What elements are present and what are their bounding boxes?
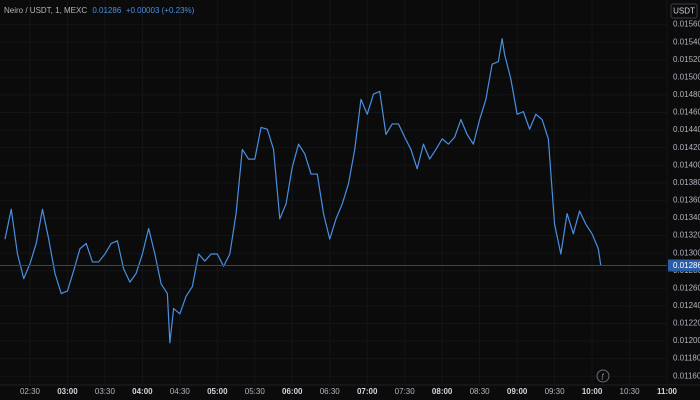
x-tick-label: 04:00 [132, 387, 153, 396]
y-tick-label: 0.01380 [673, 178, 700, 187]
x-tick-label: 09:30 [545, 387, 566, 396]
y-tick-label: 0.01180 [673, 354, 700, 363]
y-tick-label: 0.01220 [673, 319, 700, 328]
last-price-tag-label: 0.01286 [673, 261, 700, 270]
y-tick-label: 0.01260 [673, 283, 700, 292]
y-tick-label: 0.01240 [673, 301, 700, 310]
y-tick-label: 0.01420 [673, 143, 700, 152]
last-price-tag [668, 259, 700, 272]
x-tick-label: 06:30 [320, 387, 341, 396]
x-tick-label: 10:00 [582, 387, 603, 396]
currency-label[interactable]: USDT [673, 7, 695, 16]
y-tick-label: 0.01160 [673, 371, 700, 380]
settings-icon-glyph[interactable]: ƒ [601, 373, 605, 380]
last-price: 0.01286 [92, 6, 121, 15]
x-tick-label: 06:00 [282, 387, 303, 396]
y-tick-label: 0.01500 [673, 72, 700, 81]
y-tick-label: 0.01520 [673, 55, 700, 64]
axes: 0.01160 0.01180 0.01200 0.01220 0.01240 0.012… [20, 20, 700, 396]
symbol-title: Neiro / USDT, 1, MEXC [4, 6, 87, 15]
y-tick-label: 0.01440 [673, 125, 700, 134]
x-tick-label: 09:00 [507, 387, 528, 396]
currency-button[interactable] [670, 3, 698, 19]
plot [0, 38, 667, 344]
price-change: +0.00003 (+0.23%) [126, 6, 195, 15]
x-tick-label: 05:30 [245, 387, 266, 396]
y-tick-label: 0.01200 [673, 336, 700, 345]
y-tick-label: 0.01340 [673, 213, 700, 222]
grid [0, 0, 668, 385]
x-tick-label: 05:00 [207, 387, 228, 396]
y-tick-label: 0.01480 [673, 90, 700, 99]
y-tick-label: 0.01360 [673, 196, 700, 205]
x-tick-label: 08:00 [432, 387, 453, 396]
y-tick-label: 0.01560 [673, 20, 700, 29]
x-tick-label: 11:00 [657, 387, 678, 396]
y-tick-label: 0.01400 [673, 160, 700, 169]
x-tick-label: 10:30 [620, 387, 641, 396]
y-tick-label: 0.01300 [673, 248, 700, 257]
x-tick-label: 07:00 [357, 387, 378, 396]
settings-icon[interactable] [596, 369, 610, 383]
y-tick-label: 0.01460 [673, 108, 700, 117]
x-tick-label: 08:30 [470, 387, 491, 396]
x-tick-label: 02:30 [20, 387, 41, 396]
y-tick-label: 0.01540 [673, 37, 700, 46]
x-tick-label: 04:30 [170, 387, 191, 396]
x-tick-label: 03:30 [95, 387, 116, 396]
y-tick-label: 0.01320 [673, 231, 700, 240]
price-line [4, 38, 602, 344]
x-tick-label: 07:30 [395, 387, 416, 396]
x-tick-label: 03:00 [57, 387, 78, 396]
